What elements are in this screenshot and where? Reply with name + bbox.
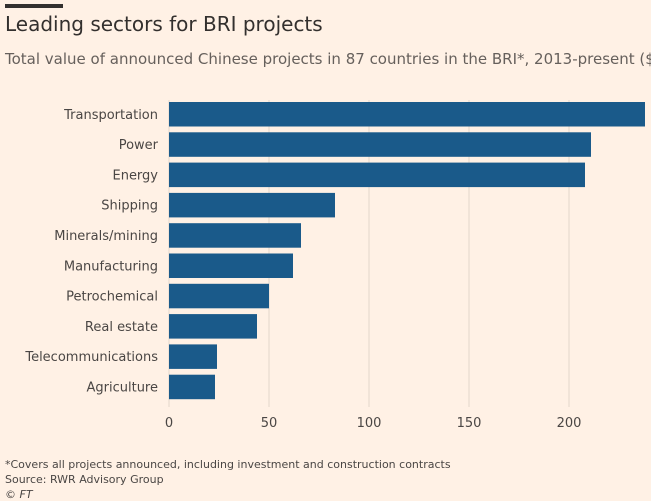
category-labels: Transportation Power Energy Shipping Mineral… [24, 108, 158, 396]
source-note: Source: RWR Advisory Group [5, 473, 164, 486]
category-label: Transportation [63, 108, 158, 123]
x-tick-label: 50 [261, 416, 278, 431]
x-tick-label: 200 [557, 416, 582, 431]
x-tick-label: 0 [165, 416, 173, 431]
bar [169, 132, 591, 157]
bar [169, 223, 301, 248]
category-label: Energy [112, 168, 158, 183]
category-label: Power [119, 138, 159, 153]
x-axis-ticks: 0 50 100 150 200 [165, 416, 582, 431]
bar [169, 283, 269, 309]
category-label: Telecommunications [24, 350, 158, 365]
category-label: Minerals/mining [54, 229, 158, 244]
x-tick-label: 100 [357, 416, 382, 431]
bar [169, 253, 293, 278]
bar-chart: Transportation Power Energy Shipping Mineral… [24, 100, 645, 431]
bar [169, 162, 585, 188]
category-label: Shipping [101, 199, 158, 214]
x-tick-label: 150 [457, 416, 482, 431]
chart-title: Leading sectors for BRI projects [5, 12, 323, 36]
bars [169, 102, 645, 400]
bar [169, 344, 217, 369]
footnote: *Covers all projects announced, includin… [5, 458, 451, 471]
bar [169, 102, 645, 127]
bar [169, 374, 215, 400]
bar [169, 314, 257, 339]
category-label: Real estate [85, 320, 158, 335]
chart-subtitle: Total value of announced Chinese project… [5, 50, 651, 68]
header-rule [5, 4, 63, 8]
credit: © FT [5, 488, 33, 501]
category-label: Manufacturing [64, 259, 158, 274]
bar [169, 192, 335, 218]
category-label: Petrochemical [66, 290, 158, 305]
category-label: Agriculture [87, 380, 159, 395]
